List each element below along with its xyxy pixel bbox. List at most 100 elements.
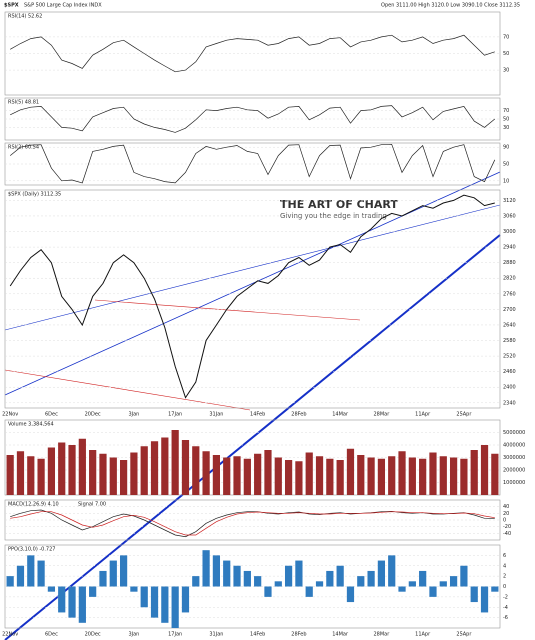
x-tick-label: 20Dec — [85, 632, 101, 638]
bar — [140, 586, 148, 608]
bar — [130, 586, 138, 592]
y-tick-label: 4000000 — [503, 443, 525, 449]
panel-frame — [4, 189, 501, 409]
x-tick-label: 31Jan — [209, 412, 223, 418]
bar — [408, 581, 416, 587]
bar — [37, 560, 45, 587]
y-tick-label: 2760 — [503, 291, 516, 297]
bar — [254, 576, 262, 587]
x-tick-label: 6Dec — [45, 632, 58, 638]
x-tick-label: 11Apr — [415, 412, 431, 418]
bar — [16, 565, 25, 587]
x-tick-label: 20Dec — [85, 412, 101, 418]
bar — [99, 453, 107, 495]
y-tick-label: 6 — [503, 553, 506, 559]
x-tick-label: 14Feb — [250, 412, 265, 418]
y-tick-label: -2 — [503, 594, 508, 600]
bar — [78, 586, 86, 623]
quote-stats: Open 3111.00 High 3120.0 Low 3090.10 Clo… — [381, 3, 520, 9]
bar — [284, 460, 293, 495]
y-tick-label: -20 — [503, 524, 511, 530]
bar — [284, 565, 293, 587]
bar — [460, 565, 468, 587]
bar — [68, 445, 76, 495]
y-tick-label: 2880 — [503, 260, 516, 266]
y-tick-label: 2700 — [503, 307, 516, 313]
series-line — [9, 143, 496, 184]
bar — [212, 555, 221, 587]
bar — [223, 457, 231, 495]
bar — [305, 586, 313, 597]
bar — [315, 456, 324, 495]
y-tick-label: 3120 — [503, 198, 516, 204]
bar — [398, 451, 406, 495]
bar — [171, 430, 179, 495]
y-tick-label: 2940 — [503, 245, 516, 251]
x-tick-label: 22Nov — [2, 412, 18, 418]
y-tick-label: -4 — [503, 605, 508, 611]
y-tick-label: 90 — [503, 145, 509, 151]
x-tick-label: 28Mar — [374, 632, 391, 638]
y-tick-label: 3000 — [503, 229, 516, 235]
bar — [161, 437, 169, 495]
bar — [460, 458, 468, 495]
bar — [388, 456, 396, 495]
bar — [181, 440, 190, 495]
bar — [429, 586, 437, 597]
x-tick-label: 3Jan — [128, 412, 139, 418]
y-tick-label: 10 — [503, 178, 509, 184]
bar — [68, 586, 76, 618]
series-line — [10, 34, 495, 73]
y-tick-label: 1000000 — [503, 480, 525, 486]
bar — [47, 586, 56, 592]
x-tick-label: 28Feb — [291, 412, 306, 418]
bar — [346, 586, 355, 603]
series-label: PPO(3,10,0) -0.727 — [8, 547, 55, 553]
y-tick-label: 70 — [503, 34, 509, 40]
bar — [470, 586, 478, 603]
y-tick-label: 30 — [503, 68, 509, 74]
bar — [254, 453, 262, 495]
bar — [171, 586, 179, 628]
bar — [130, 452, 138, 495]
bar — [109, 457, 117, 495]
y-tick-label: 50 — [503, 162, 509, 168]
bar — [37, 458, 45, 495]
y-tick-label: 2 — [503, 574, 506, 580]
x-tick-label: 11Apr — [415, 632, 431, 638]
bar — [119, 460, 128, 495]
bar — [161, 586, 169, 623]
bar — [47, 447, 56, 495]
series-line — [10, 511, 495, 536]
y-tick-label: 2820 — [503, 276, 516, 282]
bar — [419, 570, 427, 587]
bar — [150, 586, 159, 618]
bar — [305, 452, 313, 495]
x-tick-label: 14Mar — [332, 632, 349, 638]
bar — [388, 555, 396, 587]
bar — [274, 457, 282, 495]
y-tick-label: 3000000 — [503, 455, 525, 461]
y-tick-label: 4 — [503, 563, 506, 569]
bar — [449, 457, 458, 495]
bar — [419, 458, 427, 495]
bar — [181, 586, 190, 613]
bar — [192, 446, 200, 495]
bar — [243, 570, 251, 587]
bar — [491, 586, 499, 592]
y-tick-label: 3060 — [503, 213, 516, 219]
y-tick-label: 2400 — [503, 385, 516, 391]
bar — [264, 450, 272, 495]
x-tick-label: 14Feb — [250, 632, 265, 638]
trendlines — [4, 171, 501, 640]
bar — [408, 457, 416, 495]
series-label: RSI(2) 60.54 — [8, 145, 39, 151]
y-tick-label: 2580 — [503, 338, 516, 344]
y-tick-label: 40 — [503, 504, 509, 510]
bar — [16, 451, 25, 495]
series-label: RSI(5) 48.81 — [8, 100, 39, 106]
bar — [212, 455, 221, 495]
y-tick-label: 2460 — [503, 369, 516, 375]
bar — [480, 445, 489, 495]
bar — [470, 450, 478, 495]
